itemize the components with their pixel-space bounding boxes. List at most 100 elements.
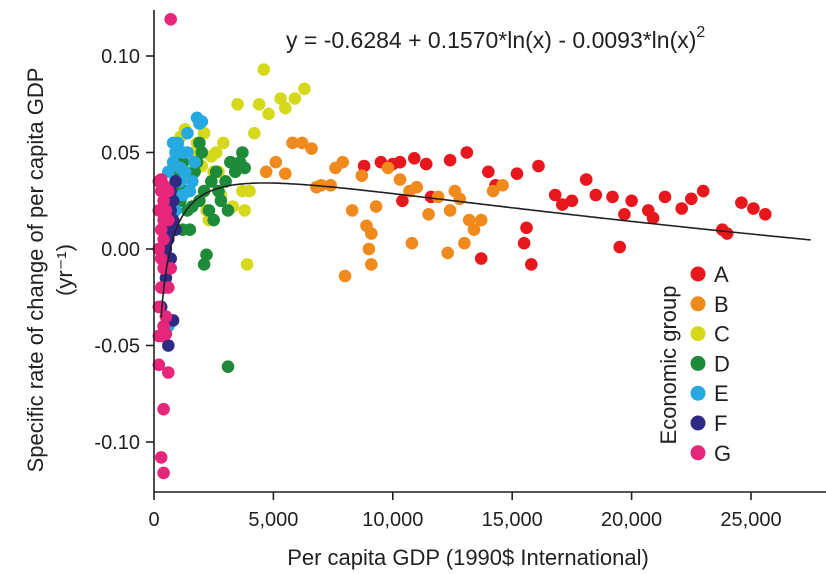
y-axis-title-line1: Specific rate of change of per capita GD… [23,68,48,473]
point-group-f [169,175,182,188]
point-group-a [606,190,619,204]
legend-label-g: G [714,441,731,466]
point-group-d [221,204,235,217]
point-group-c [298,82,311,96]
x-ticks: 0 5,000 10,000 15,000 20,000 25,000 [148,492,782,531]
point-group-b [410,180,424,194]
y-tick-label: -0.05 [94,336,140,358]
point-group-b [453,192,467,206]
y-tick-label: 0.05 [101,143,140,165]
point-group-b [443,204,457,217]
point-group-a [646,211,660,225]
point-group-a [357,159,371,173]
point-group-c [217,136,230,150]
point-group-a [625,194,638,208]
point-group-g [162,184,175,198]
point-group-a [613,240,626,254]
point-group-g [159,204,173,217]
point-group-a [735,196,748,209]
point-group-c [197,126,211,140]
point-group-a [720,227,734,240]
point-group-g [152,242,166,256]
point-group-b [441,246,455,260]
point-group-g [154,223,168,236]
point-group-a [747,202,760,215]
fit-curve [160,182,811,318]
point-group-e [195,115,209,128]
legend-label-f: F [714,411,727,436]
point-group-g [154,451,168,464]
point-group-g [152,329,166,343]
legend-title: Economic group [656,286,681,445]
point-group-f [162,339,175,352]
point-group-a [517,236,531,250]
point-group-a [532,159,545,173]
point-group-a [556,198,569,211]
y-tick-label: 0.00 [101,239,140,261]
point-group-d [228,165,242,179]
point-group-b [474,213,488,227]
point-group-c [262,107,275,121]
point-group-b [369,200,383,213]
legend-marker-f [690,415,706,431]
point-group-d [207,213,220,227]
point-group-c [274,92,287,105]
point-group-a [548,188,562,202]
point-group-b [305,142,318,155]
point-group-b [338,269,352,283]
legend-label-e: E [714,381,729,406]
point-group-a [393,155,407,169]
legend-label-b: B [714,292,729,317]
point-group-a [520,221,533,235]
point-group-b [405,236,419,250]
x-tick-label: 0 [148,509,159,531]
point-group-d [185,200,199,213]
point-group-g [154,173,168,186]
legend-marker-d [690,355,706,371]
point-group-g [157,233,170,246]
legend-label-c: C [714,322,730,347]
point-group-b [365,258,378,271]
point-group-e [176,146,189,159]
point-group-a [589,188,603,202]
point-group-d [236,146,249,159]
point-group-d [200,248,213,262]
point-group-c [288,92,302,105]
point-group-c [238,204,251,217]
point-group-g [152,358,166,372]
point-group-d [219,175,232,188]
point-group-a [460,146,474,159]
x-tick-label: 10,000 [362,509,423,531]
fit-equation: y = -0.6284 + 0.1570*ln(x) - 0.0093*ln(x… [286,24,705,53]
point-group-e [188,155,201,169]
point-group-d [221,360,235,374]
point-group-b [362,242,376,256]
point-group-a [474,252,488,265]
point-group-d [197,258,211,271]
point-group-c [231,98,244,111]
point-group-d [214,194,228,208]
point-group-b [462,213,476,227]
point-group-b [496,179,509,192]
point-group-a [482,165,495,179]
point-group-d [238,161,251,175]
point-group-a [419,157,433,171]
point-group-c [209,146,223,159]
point-group-b [295,136,309,150]
legend-marker-b [690,296,706,312]
point-group-e [174,161,187,175]
point-group-a [525,258,538,271]
point-group-d [224,155,237,169]
point-group-d [197,184,211,198]
y-ticks: 0.10 0.05 0.00 -0.05 -0.10 [94,46,154,454]
point-group-a [618,208,631,221]
legend-marker-g [690,445,706,461]
point-group-g [157,213,170,227]
point-group-b [269,155,283,169]
point-group-c [279,101,292,115]
legend-label-a: A [714,262,729,287]
point-group-b [486,184,500,198]
point-group-a [675,202,688,215]
